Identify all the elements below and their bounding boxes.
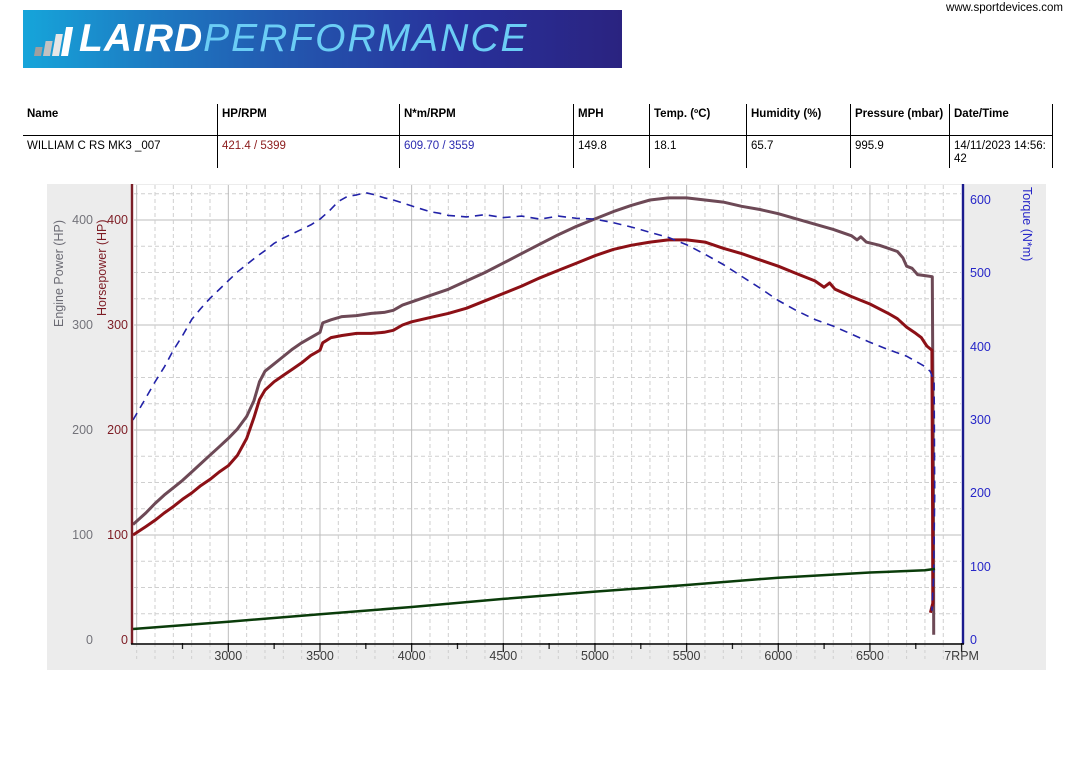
- y-tick-torque-100: 100: [970, 559, 991, 574]
- brand-name-light: PERFORMANCE: [203, 17, 529, 60]
- y-tick-horsepower-100: 100: [107, 528, 128, 542]
- table-header-4: Temp. (ºC): [650, 104, 747, 136]
- y-tick-horsepower-300: 300: [107, 318, 128, 332]
- y-tick-engine-100: 100: [72, 528, 93, 542]
- y-tick-torque-300: 300: [970, 413, 991, 427]
- x-tick-3500: 3500: [306, 649, 334, 663]
- x-tick-5000: 5000: [581, 649, 609, 663]
- y-tick-torque-600: 600: [970, 193, 991, 207]
- y-tick-torque-500: 500: [970, 266, 991, 281]
- table-value-1: 421.4 / 5399: [218, 136, 400, 168]
- brand-logo: LAIRD PERFORMANCE: [23, 10, 622, 68]
- y-tick-torque-400: 400: [970, 339, 991, 354]
- x-tick-3000: 3000: [214, 649, 243, 663]
- table-value-2: 609.70 / 3559: [400, 136, 574, 168]
- y-tick-horsepower-400: 400: [107, 213, 128, 227]
- chart-widget: [47, 184, 1046, 670]
- y-tick-engine-200: 200: [72, 423, 93, 437]
- brand-name-bold: LAIRD: [79, 17, 204, 60]
- y-tick-engine-0: 0: [86, 633, 93, 647]
- table-value-3: 149.8: [574, 136, 650, 168]
- table-header-2: N*m/RPM: [400, 104, 574, 136]
- x-tick-7RPM: 7RPM: [944, 649, 979, 663]
- y-tick-horsepower-200: 200: [107, 423, 128, 437]
- x-tick-5500: 5500: [672, 649, 701, 663]
- x-tick-4500: 4500: [489, 649, 518, 663]
- plot-area: [133, 185, 962, 643]
- website-link[interactable]: www.sportdevices.com: [946, 2, 1063, 14]
- table-value-5: 65.7: [747, 136, 851, 168]
- table-header-6: Pressure (mbar): [851, 104, 950, 136]
- y-tick-engine-300: 300: [72, 318, 93, 332]
- table-header-3: MPH: [574, 104, 650, 136]
- table-value-6: 995.9: [851, 136, 950, 168]
- table-header-0: Name: [23, 104, 218, 136]
- bar-chart-icon: [34, 22, 76, 56]
- table-header-7: Date/Time: [950, 104, 1053, 136]
- x-tick-4000: 4000: [397, 649, 426, 663]
- results-table: Name HP/RPM N*m/RPM MPH Temp. (ºC) Humidity (…: [23, 104, 1053, 168]
- table-value-4: 18.1: [650, 136, 747, 168]
- table-value-0: WILLIAM C RS MK3 _007: [23, 136, 218, 168]
- x-tick-6000: 6000: [764, 649, 793, 663]
- y-tick-torque-0: 0: [970, 633, 977, 647]
- axis-title-engine-power: Engine Power (HP): [52, 220, 66, 327]
- table-header-5: Humidity (%): [747, 104, 851, 136]
- x-tick-6500: 6500: [856, 649, 884, 663]
- y-tick-horsepower-0: 0: [121, 633, 128, 647]
- axis-title-horsepower: Horsepower (HP): [95, 219, 109, 316]
- y-tick-engine-400: 400: [72, 213, 93, 227]
- y-tick-torque-200: 200: [970, 486, 991, 501]
- table-value-7: 14/11/2023 14:56:42: [950, 136, 1053, 168]
- table-header-1: HP/RPM: [218, 104, 400, 136]
- axis-title-torque: Torque (N*m): [1020, 187, 1034, 262]
